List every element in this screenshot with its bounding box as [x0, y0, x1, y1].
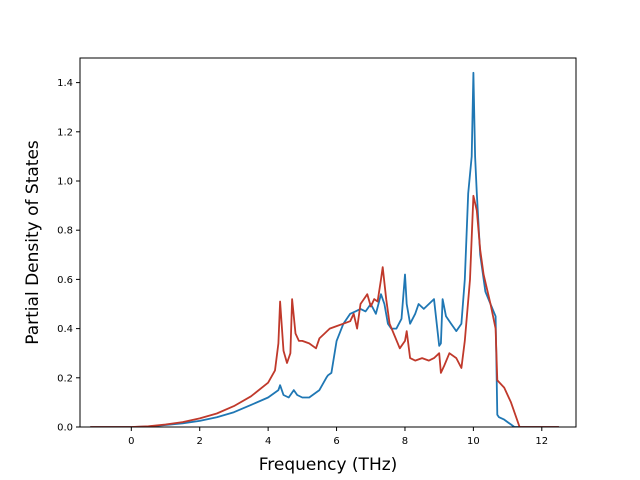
y-tick-label: 0.6 [57, 275, 73, 286]
series-line-1 [90, 71, 559, 427]
y-tick-label: 0.2 [57, 373, 73, 384]
y-tick-label: 0.0 [57, 423, 73, 434]
y-tick-label: 0.4 [57, 324, 73, 335]
series-line-2 [90, 194, 559, 427]
x-tick-label: 8 [402, 436, 408, 447]
x-tick-label: 10 [467, 436, 480, 447]
plot-area [90, 71, 559, 427]
x-tick-label: 0 [128, 436, 134, 447]
x-axis-label: Frequency (THz) [259, 455, 398, 475]
y-axis-ticks: 0.0 0.2 0.4 0.6 0.8 1.0 1.2 1.4 [57, 78, 80, 434]
plot-frame [79, 57, 577, 428]
y-axis-label: Partial Density of States [23, 140, 43, 345]
y-tick-label: 0.8 [57, 226, 73, 237]
y-tick-label: 1.2 [57, 127, 73, 138]
x-tick-label: 4 [265, 436, 271, 447]
x-tick-label: 12 [535, 436, 548, 447]
y-tick-label: 1.4 [57, 78, 73, 89]
x-tick-label: 6 [333, 436, 339, 447]
x-tick-label: 2 [197, 436, 203, 447]
y-tick-label: 1.0 [57, 177, 73, 188]
x-axis-ticks: 0 2 4 6 8 10 12 [128, 427, 548, 447]
